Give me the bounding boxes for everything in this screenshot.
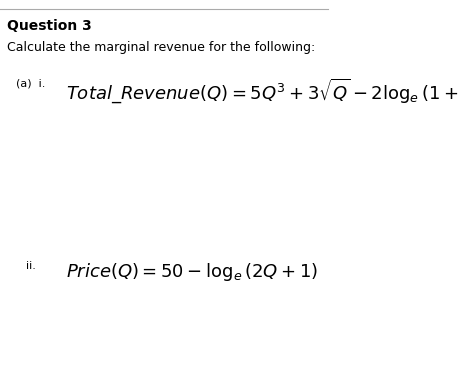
- Text: (a)  i.: (a) i.: [17, 78, 45, 88]
- Text: Question 3: Question 3: [6, 19, 91, 33]
- Text: ii.: ii.: [26, 261, 36, 271]
- Text: Calculate the marginal revenue for the following:: Calculate the marginal revenue for the f…: [6, 41, 314, 54]
- Text: $\mathit{Price}(Q) = 50 - \log_e(2Q + 1)$: $\mathit{Price}(Q) = 50 - \log_e(2Q + 1)…: [66, 261, 317, 283]
- Text: $\mathit{Total\_Revenue}(Q) = 5Q^3 + 3\sqrt{Q} - 2\log_e(1 + Q)$: $\mathit{Total\_Revenue}(Q) = 5Q^3 + 3\s…: [66, 76, 459, 105]
